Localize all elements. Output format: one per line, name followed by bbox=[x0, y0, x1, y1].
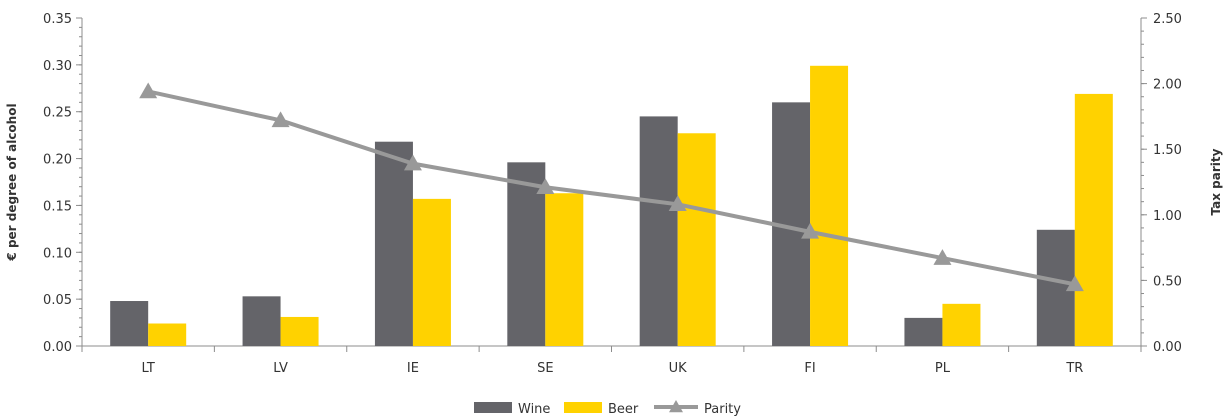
bar-wine-pl bbox=[904, 317, 943, 346]
bar-beer-se bbox=[545, 193, 584, 346]
x-tick-label: LT bbox=[141, 361, 154, 376]
parity-marker-lv bbox=[271, 111, 290, 128]
parity-marker-fi bbox=[801, 222, 820, 239]
legend-swatch-beer bbox=[564, 402, 602, 413]
bar-beer-tr bbox=[1074, 93, 1113, 346]
x-tick-label: IE bbox=[407, 361, 419, 376]
y-tick-label-right: 1.50 bbox=[1153, 143, 1182, 158]
y-axis-title-left: € per degree of alcohol bbox=[5, 103, 19, 261]
parity-line-group bbox=[139, 82, 1084, 292]
x-tick-label: UK bbox=[669, 361, 688, 376]
y-tick-label-left: 0.25 bbox=[43, 106, 72, 121]
parity-marker-tr bbox=[1065, 275, 1084, 292]
legend-marker-parity bbox=[669, 400, 683, 413]
legend-label-wine: Wine bbox=[518, 402, 550, 417]
y-tick-label-right: 1.00 bbox=[1153, 209, 1182, 224]
x-tick-label: TR bbox=[1065, 361, 1083, 376]
parity-marker-uk bbox=[668, 195, 687, 212]
x-tick-label: SE bbox=[537, 361, 553, 376]
parity-line bbox=[147, 89, 1076, 287]
bar-beer-fi bbox=[810, 65, 849, 347]
y-tick-label-left: 0.10 bbox=[43, 246, 72, 261]
bars-group bbox=[110, 65, 1113, 347]
x-tick-label: PL bbox=[935, 361, 951, 376]
bar-beer-lv bbox=[280, 316, 319, 346]
bar-wine-lv bbox=[242, 296, 281, 346]
y-tick-label-left: 0.20 bbox=[43, 153, 72, 168]
bar-wine-lt bbox=[110, 301, 149, 346]
legend-swatch-wine bbox=[474, 402, 512, 413]
bar-beer-pl bbox=[942, 303, 981, 346]
bar-beer-ie bbox=[412, 198, 451, 346]
parity-marker-lt bbox=[139, 82, 158, 99]
bar-beer-uk bbox=[677, 133, 716, 346]
y-axis-title-right: Tax parity bbox=[1209, 148, 1223, 215]
axes-group: 0.00 0.05 0.10 0.15 0.20 0.25 0.30 0.35 0.00 0.50… bbox=[5, 12, 1223, 376]
parity-marker-se bbox=[536, 178, 555, 194]
y-tick-label-right: 2.00 bbox=[1153, 78, 1182, 93]
y-tick-label-right: 0.00 bbox=[1153, 340, 1182, 355]
x-tick-label: LV bbox=[273, 361, 288, 376]
y-tick-label-left: 0.00 bbox=[43, 340, 72, 355]
legend: Wine Beer Parity bbox=[474, 400, 741, 417]
bar-beer-lt bbox=[148, 323, 187, 346]
y-tick-label-left: 0.05 bbox=[43, 293, 72, 308]
y-tick-label-right: 2.50 bbox=[1153, 12, 1182, 27]
y-tick-label-left: 0.35 bbox=[43, 12, 72, 27]
legend-label-beer: Beer bbox=[608, 402, 639, 417]
parity-marker-pl bbox=[933, 249, 952, 265]
parity-marker-ie bbox=[403, 154, 422, 171]
y-tick-label-left: 0.30 bbox=[43, 59, 72, 74]
bar-wine-uk bbox=[639, 116, 678, 347]
x-tick-label: FI bbox=[804, 361, 815, 376]
bar-wine-ie bbox=[374, 141, 413, 346]
y-tick-label-left: 0.15 bbox=[43, 199, 72, 214]
y-tick-label-right: 0.50 bbox=[1153, 274, 1182, 289]
legend-label-parity: Parity bbox=[704, 402, 741, 417]
